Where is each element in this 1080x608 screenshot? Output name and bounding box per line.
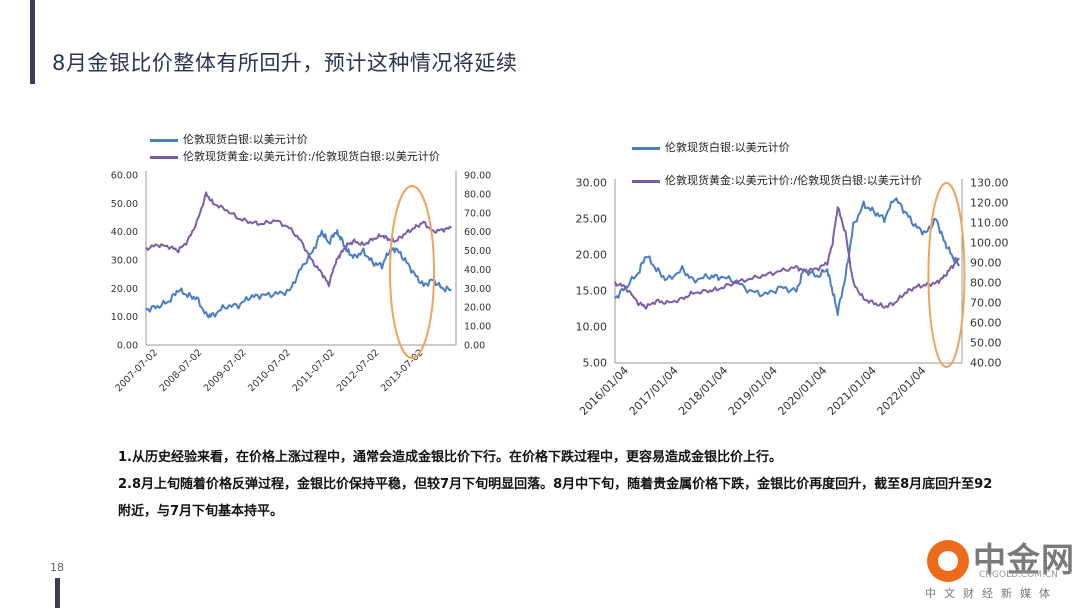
y-right-tick-label: 80.00	[464, 189, 491, 200]
legend-label-ratio-right: 伦敦现货黄金:以美元计价:/伦敦现货白银:以美元计价	[665, 174, 922, 187]
y-right-tick-label: 20.00	[464, 303, 491, 314]
x-tick-label: 2018/01/04	[676, 364, 730, 418]
x-tick-label: 2022/01/04	[875, 364, 929, 418]
y-left-tick-label: 30.00	[576, 177, 608, 190]
page-number: 18	[50, 561, 64, 574]
y-left-tick-label: 20.00	[576, 249, 608, 262]
y-left-tick-label: 40.00	[111, 227, 138, 238]
chart-left: 伦敦现货白银:以美元计价 伦敦现货黄金:以美元计价:/伦敦现货白银:以美元计价 …	[98, 125, 498, 410]
legend-swatch-silver-right	[632, 146, 660, 150]
x-tick-label: 2021/01/04	[825, 364, 879, 418]
y-right-tick-label: 50.00	[464, 246, 491, 257]
legend-silver-right: 伦敦现货白银:以美元计价	[632, 139, 790, 155]
legend-label-silver-left: 伦敦现货白银:以美元计价	[183, 133, 308, 146]
logo-url: CNGOLD.COM.CN	[979, 570, 1058, 580]
y-right-tick-label: 110.00	[970, 217, 1009, 230]
y-left-tick-label: 10.00	[576, 321, 608, 334]
legend-swatch-ratio-right	[632, 179, 660, 183]
slide-title: 8月金银比价整体有所回升，预计这种情况将延续	[52, 51, 518, 75]
y-left-tick-label: 25.00	[576, 213, 608, 226]
y-left-tick-label: 50.00	[111, 199, 138, 210]
y-right-tick-label: 120.00	[970, 197, 1009, 210]
silver-price-line	[614, 197, 961, 316]
y-right-tick-label: 70.00	[464, 208, 491, 219]
commentary-notes: 1.从历史经验来看，在价格上涨过程中，通常会造成金银比价下行。在价格下跌过程中，…	[118, 444, 998, 525]
y-left-tick-label: 5.00	[583, 357, 608, 370]
y-left-tick-label: 0.00	[117, 341, 138, 352]
y-right-tick-label: 40.00	[970, 357, 1002, 370]
y-right-tick-label: 60.00	[970, 317, 1002, 330]
y-right-tick-label: 40.00	[464, 265, 491, 276]
x-tick-label: 2009-07-02	[202, 347, 249, 394]
cngold-logo: 中金网 CNGOLD.COM.CN 中文财经新媒体	[905, 528, 1077, 606]
y-right-tick-label: 80.00	[970, 277, 1002, 290]
x-tick-label: 2019/01/04	[726, 364, 780, 418]
y-right-tick-label: 30.00	[464, 284, 491, 295]
legend-swatch-silver-left	[150, 138, 178, 142]
x-tick-label: 2008-07-02	[158, 347, 205, 394]
title-accent-bar	[30, 0, 35, 84]
y-right-tick-label: 70.00	[970, 297, 1002, 310]
x-tick-label: 2011-07-02	[290, 347, 337, 394]
legend-swatch-ratio-left	[150, 155, 178, 159]
highlight-ellipse	[927, 182, 966, 368]
y-right-tick-label: 130.00	[970, 177, 1009, 190]
footer-accent-bar	[55, 578, 60, 608]
highlight-ellipse	[389, 185, 436, 359]
x-tick-label: 2012-07-02	[335, 347, 382, 394]
silver-price-line	[145, 229, 452, 319]
note-1: 1.从历史经验来看，在价格上涨过程中，通常会造成金银比价下行。在价格下跌过程中，…	[118, 450, 782, 465]
y-right-tick-label: 100.00	[970, 237, 1009, 250]
chart-right: 伦敦现货白银:以美元计价 伦敦现货黄金:以美元计价:/伦敦现货白银:以美元计价 …	[560, 130, 1009, 425]
y-left-tick-label: 15.00	[576, 285, 608, 298]
legend-ratio-right: 伦敦现货黄金:以美元计价:/伦敦现货白银:以美元计价	[632, 172, 922, 188]
y-right-tick-label: 60.00	[464, 227, 491, 238]
legend-ratio-left: 伦敦现货黄金:以美元计价:/伦敦现货白银:以美元计价	[150, 148, 440, 164]
y-right-tick-label: 10.00	[464, 322, 491, 333]
y-right-tick-label: 0.00	[464, 341, 485, 352]
chart-right-svg: 5.00 10.00 15.00 20.00 25.00 30.00 40.00 50.00 6…	[576, 177, 1009, 418]
gold-silver-ratio-line	[145, 191, 452, 288]
y-right-tick-label: 90.00	[464, 171, 491, 182]
x-tick-label: 2017/01/04	[627, 364, 681, 418]
y-right-tick-label: 90.00	[970, 257, 1002, 270]
y-right-tick-label: 50.00	[970, 337, 1002, 350]
note-2: 2.8月上旬随着价格反弹过程，金银比价保持平稳，但较7月下旬明显回落。8月中下旬…	[118, 477, 993, 519]
logo-slogan: 中文财经新媒体	[925, 587, 1058, 600]
logo-mark-icon	[927, 540, 969, 582]
x-tick-label: 2020/01/04	[775, 364, 829, 418]
x-tick-label: 2016/01/04	[577, 364, 631, 418]
x-tick-label: 2010-07-02	[246, 347, 293, 394]
gold-silver-ratio-line	[614, 206, 960, 310]
legend-label-ratio-left: 伦敦现货黄金:以美元计价:/伦敦现货白银:以美元计价	[183, 150, 440, 163]
legend-silver-left: 伦敦现货白银:以美元计价	[150, 131, 308, 147]
y-left-tick-label: 30.00	[111, 256, 138, 267]
chart-left-svg: 0.00 10.00 20.00 30.00 40.00 50.00 60.00 0.00 10…	[111, 171, 491, 395]
y-left-tick-label: 20.00	[111, 284, 138, 295]
x-tick-label: 2007-07-02	[113, 347, 160, 394]
legend-label-silver-right: 伦敦现货白银:以美元计价	[665, 141, 790, 154]
logo-name: 中金网	[973, 540, 1075, 579]
y-left-tick-label: 60.00	[111, 171, 138, 182]
y-left-tick-label: 10.00	[111, 312, 138, 323]
